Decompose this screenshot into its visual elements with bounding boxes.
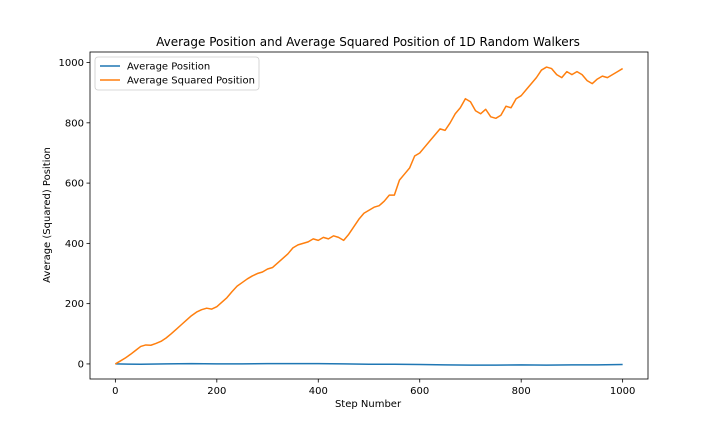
y-axis-label: Average (Squared) Position <box>42 147 53 283</box>
x-axis-label: Step Number <box>335 399 402 410</box>
x-tick-label: 600 <box>410 386 429 397</box>
y-tick-label: 600 <box>65 179 84 190</box>
y-tick-label: 0 <box>78 359 84 370</box>
x-tick-label: 0 <box>112 386 118 397</box>
y-tick-label: 800 <box>65 118 84 129</box>
series-line-average-squared-position <box>114 66 624 365</box>
y-tick-label: 400 <box>65 239 84 250</box>
series-layer <box>114 66 624 366</box>
x-tick-label: 400 <box>309 386 328 397</box>
x-tick-label: 800 <box>512 386 531 397</box>
legend-label-average-squared-position: Average Squared Position <box>127 76 255 87</box>
series-line-average-position <box>115 362 623 366</box>
x-tick-label: 1000 <box>610 386 635 397</box>
legend: Average Position Average Squared Positio… <box>94 56 260 91</box>
y-tick-label: 200 <box>65 299 84 310</box>
plot-area <box>89 51 649 380</box>
legend-box <box>94 56 260 91</box>
y-axis-ticks: 0 200 400 600 800 1000 <box>59 58 90 370</box>
x-axis-ticks: 0 200 400 600 800 1000 <box>112 379 635 397</box>
chart-title: Average Position and Average Squared Pos… <box>156 35 580 49</box>
x-tick-label: 200 <box>207 386 226 397</box>
axes-frame <box>89 51 649 380</box>
legend-label-average-position: Average Position <box>127 62 210 73</box>
y-tick-label: 1000 <box>59 58 84 69</box>
